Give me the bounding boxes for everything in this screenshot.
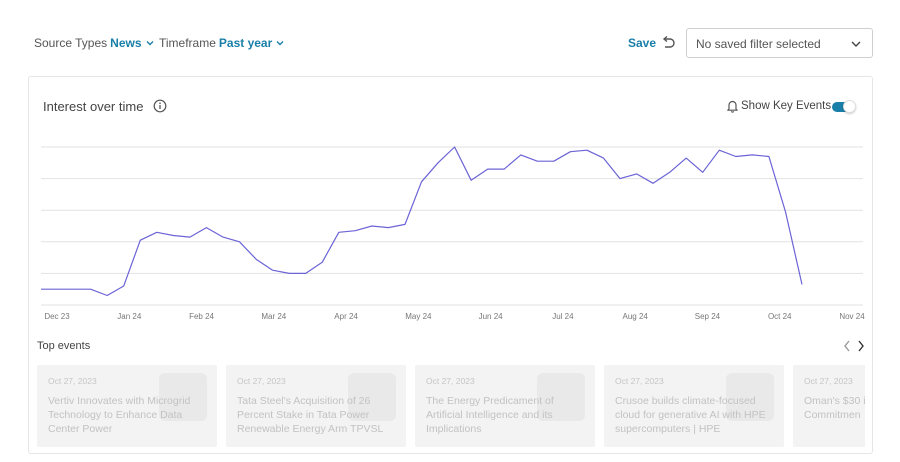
x-tick-label: Mar 24 [261,312,286,321]
event-date: Oct 27, 2023 [48,376,97,386]
chevron-left-icon[interactable] [842,339,852,353]
x-tick-label: Feb 24 [189,312,214,321]
event-date: Oct 27, 2023 [237,376,286,386]
timeframe-label: Timeframe [159,36,216,50]
x-tick-label: Oct 24 [768,312,792,321]
source-types-label: Source Types [34,36,108,50]
info-icon[interactable] [153,99,167,113]
event-card[interactable]: Oct 27, 2023 Vertiv Innovates with Micro… [37,365,217,447]
bell-icon [727,100,738,113]
chevron-down-icon [851,41,861,47]
chevron-down-icon [146,41,154,46]
event-thumbnail [348,373,396,421]
saved-filter-select[interactable]: No saved filter selected [686,28,873,58]
toolbar: Source Types News Timeframe Past year Sa… [0,0,900,80]
event-title: Tata Steel's Acquisition of 26 Percent S… [237,395,384,435]
x-tick-label: May 24 [405,312,432,321]
event-card[interactable]: Oct 27, 2023 Crusoe builds climate-focus… [604,365,784,447]
save-button[interactable]: Save [628,36,657,50]
x-tick-label: Nov 24 [839,312,865,321]
timeframe-filter[interactable]: Timeframe Past year [159,36,285,50]
x-tick-label: Dec 23 [44,312,70,321]
event-thumbnail [726,373,774,421]
event-card[interactable]: Oct 27, 2023 Tata Steel's Acquisition of… [226,365,406,447]
x-tick-label: Jul 24 [552,312,574,321]
chevron-down-icon [276,41,284,46]
show-key-events-label: Show Key Events [741,100,832,112]
event-date: Oct 27, 2023 [615,376,664,386]
show-key-events-toggle[interactable] [832,100,856,113]
x-tick-label: Sep 24 [695,312,721,321]
interest-series-line [41,146,803,297]
x-tick-label: Aug 24 [623,312,649,321]
x-tick-label: Apr 24 [334,312,358,321]
timeframe-value: Past year [218,36,273,50]
undo-icon[interactable] [660,35,676,51]
x-tick-label: Jan 24 [117,312,142,321]
event-card[interactable]: Oct 27, 2023 Oman's $30 in hydrogen Comm… [793,365,865,447]
chevron-right-icon[interactable] [856,339,866,353]
source-types-filter[interactable]: Source Types News [34,36,155,50]
source-types-value: News [110,36,142,50]
event-date: Oct 27, 2023 [426,376,475,386]
event-title: Crusoe builds climate-focused cloud for … [615,395,766,435]
interest-over-time-card: Interest over time Show Key Events Dec 2… [28,76,873,454]
event-title: Vertiv Innovates with Microgrid Technolo… [48,395,191,435]
saved-filter-value: No saved filter selected [696,37,821,51]
event-date: Oct 27, 2023 [804,376,853,386]
event-title: Oman's $30 in hydrogen Commitmen [804,395,865,421]
event-card[interactable]: Oct 27, 2023 The Energy Predicament of A… [415,365,595,447]
event-thumbnail [537,373,585,421]
interest-line-chart: Dec 23 Jan 24 Feb 24 Mar 24 Apr 24 May 24 Jun … [41,146,865,321]
x-tick-label: Jun 24 [479,312,504,321]
event-title: The Energy Predicament of Artificial Int… [426,395,554,435]
event-thumbnail [159,373,207,421]
card-title: Interest over time [43,99,144,114]
top-events-carousel: Oct 27, 2023 Vertiv Innovates with Micro… [37,365,865,447]
toggle-knob [843,100,856,113]
top-events-title: Top events [37,340,91,352]
